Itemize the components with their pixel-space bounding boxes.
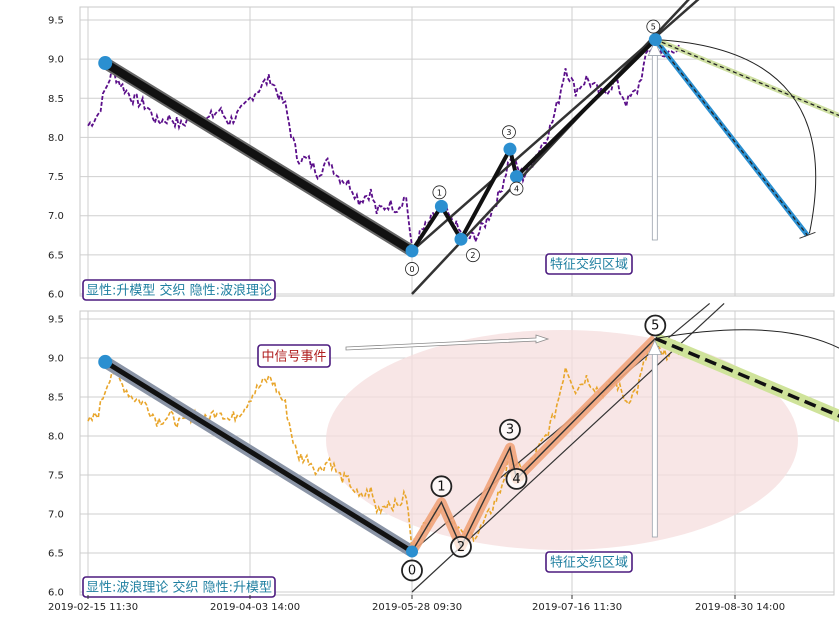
signal-event-frame — [257, 344, 331, 368]
wave-label: 4 — [512, 472, 520, 487]
swing-start-marker — [98, 354, 113, 369]
wave-marker — [434, 199, 448, 213]
wave-label-circle — [405, 262, 419, 276]
wave-marker — [648, 33, 662, 47]
wave-label-circle — [430, 475, 453, 498]
wave-label-circle — [401, 559, 423, 582]
wave-label: 1 — [437, 479, 445, 494]
x-tick-label: 2019-04-03 14:00 — [210, 602, 300, 613]
wave-marker — [405, 244, 419, 258]
projection-arc — [655, 329, 839, 349]
y-tick-label: 8.5 — [48, 94, 64, 105]
wave-label-circle — [432, 185, 447, 200]
vertical-arrow-head — [647, 339, 662, 355]
y-tick-label: 9.5 — [48, 315, 64, 326]
y-tick-label: 7.5 — [48, 471, 64, 482]
vertical-arrow — [651, 53, 658, 241]
projection-line — [654, 39, 808, 236]
wave-label: 3 — [506, 423, 514, 438]
wave-marker — [406, 545, 418, 558]
wave-label-circle — [646, 19, 661, 34]
wave-label-circle — [505, 467, 528, 490]
y-tick-label: 9.0 — [48, 354, 64, 365]
wave-label-circle — [499, 418, 521, 441]
pattern-legend: 显性:波浪理论 交织 隐性:升模型 — [82, 576, 276, 598]
wave-label-circle — [466, 248, 480, 263]
projection-line — [654, 336, 839, 418]
wave-label: 4 — [514, 185, 519, 194]
feature-zone-frame — [545, 551, 633, 573]
feature-zone-label: 特征交织区域 — [550, 555, 628, 571]
y-tick-label: 9.5 — [48, 16, 64, 27]
wave-label: 1 — [437, 188, 442, 197]
swing-line — [102, 359, 415, 554]
y-tick-label: 8.0 — [48, 133, 64, 144]
y-tick-label: 7.5 — [48, 172, 64, 183]
pattern-legend-label: 显性:升模型 交织 隐性:波浪理论 — [86, 283, 272, 299]
wave-label-circle — [509, 181, 524, 196]
wave-label: 5 — [651, 319, 659, 334]
y-tick-label: 7.0 — [48, 211, 64, 222]
y-tick-label: 6.0 — [48, 588, 64, 599]
y-tick-label: 6.5 — [48, 549, 64, 560]
top-panel: 6.0 6.5 7.0 7.5 8.0 8.5 9.0 9.5 0 1 2 3 4 5 特征交织区域显性:升… — [48, 0, 839, 301]
swing-line — [101, 59, 416, 255]
y-tick-label: 6.5 — [48, 250, 64, 261]
wave-marker — [454, 232, 468, 246]
pattern-legend: 显性:升模型 交织 隐性:波浪理论 — [82, 279, 276, 301]
projection-line — [655, 38, 839, 117]
feature-zone-box: 特征交织区域 — [545, 551, 633, 573]
wave-label: 2 — [470, 251, 475, 260]
projection-arc — [655, 39, 817, 234]
vertical-arrow-head — [647, 40, 662, 56]
wave-marker — [503, 142, 517, 156]
bottom-panel: 6.0 6.5 7.0 7.5 8.0 8.5 9.0 9.5 0 1 2 3 4 5 特征交织区域 中信号事… — [48, 302, 839, 599]
wave-label: 0 — [409, 265, 414, 274]
signal-event-box: 中信号事件 — [257, 344, 331, 368]
wave-label: 2 — [457, 540, 465, 555]
y-tick-label: 7.0 — [48, 510, 64, 521]
wave-path — [411, 338, 656, 552]
x-tick-label: 2019-07-16 11:30 — [532, 602, 622, 613]
wave-label-circle — [644, 314, 667, 337]
wave-label: 5 — [651, 23, 656, 32]
wave-marker — [509, 170, 523, 184]
y-tick-label: 8.5 — [48, 393, 64, 404]
y-tick-label: 6.0 — [48, 290, 64, 301]
feature-zone-frame — [545, 253, 633, 275]
x-tick-label: 2019-08-30 14:00 — [695, 602, 785, 613]
wave-label-circle — [450, 535, 472, 558]
swing-start-marker — [98, 56, 113, 71]
wave-label-circle — [502, 125, 516, 140]
vertical-arrow — [651, 352, 658, 538]
signal-event-label: 中信号事件 — [261, 350, 326, 365]
projection-end-tick — [799, 231, 816, 239]
feature-zone-box: 特征交织区域 — [545, 253, 633, 275]
signal-arrow — [345, 334, 550, 351]
y-tick-label: 9.0 — [48, 55, 64, 66]
x-tick-label: 2019-05-28 09:30 — [372, 602, 462, 613]
pattern-legend-label: 显性:波浪理论 交织 隐性:升模型 — [86, 580, 272, 596]
x-tick-label: 2019-02-15 11:30 — [48, 602, 138, 613]
pattern-legend-frame — [82, 576, 276, 598]
wave-label: 3 — [506, 128, 511, 137]
wave-label: 0 — [408, 563, 416, 578]
feature-zone-label: 特征交织区域 — [550, 257, 628, 273]
y-tick-label: 8.0 — [48, 432, 64, 443]
wave-path — [410, 38, 657, 253]
pattern-legend-frame — [82, 279, 276, 301]
